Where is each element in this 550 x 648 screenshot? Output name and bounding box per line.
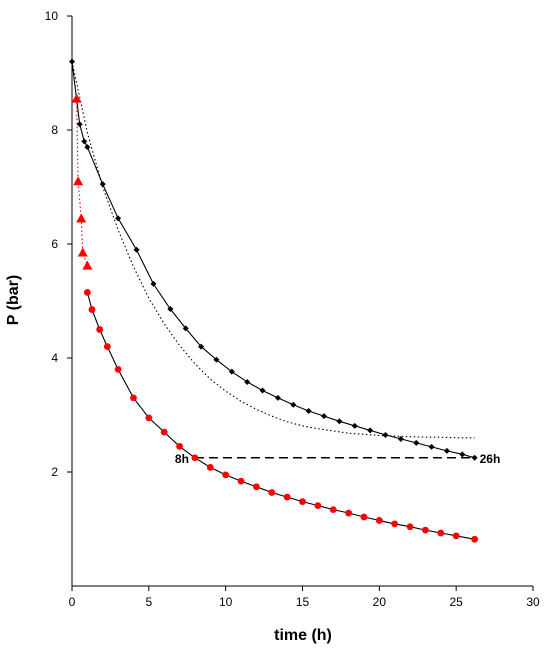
series-3-point [437,529,445,537]
y-tick-label: 2 [51,465,58,479]
series-0-point [182,325,189,332]
series-0-point [471,454,478,461]
series-3-point [283,493,291,501]
series-3-point [88,306,96,313]
series-0-point [428,443,435,450]
series-3-point [160,428,168,436]
series-0-point [198,343,205,350]
series-0-point [367,427,374,434]
series-2-point [82,260,93,270]
annotation-label: 26h [480,452,501,466]
series-3-point [391,520,399,528]
series-0-point [84,144,91,151]
series-1-line [71,61,475,439]
y-tick-label: 8 [51,123,58,137]
series-2-point [77,247,88,257]
series-0-point [274,394,281,401]
series-0-point [133,246,140,253]
series-2-point [71,93,82,103]
series-0-point [290,401,297,408]
series-0-point [228,368,235,375]
series-3-point [114,366,122,373]
x-tick-label: 25 [449,595,463,609]
series-3-point [452,532,460,540]
series-3-point [222,471,230,479]
series-0-point [167,305,174,312]
series-3-point [96,326,104,333]
series-3-point [83,289,91,296]
series-3-point [329,506,337,514]
y-tick-label: 4 [51,351,58,365]
series-0-point [321,413,328,420]
series-3-point [422,526,429,534]
series-3-point [206,464,214,471]
series-0-point [76,121,83,128]
annotation-layer: 8h 26h [175,452,500,466]
series-0-point [244,378,251,385]
series-3-point [176,442,183,450]
series-0-point [382,431,389,438]
y-axis-title: P (bar) [5,275,22,325]
series-3-point [130,394,137,402]
series-3-point [375,517,383,524]
series-0-point [150,280,157,287]
x-tick-label: 20 [373,595,387,609]
series-3-point [268,489,276,496]
x-tick-label: 10 [219,595,233,609]
series-3-point [253,483,260,491]
series-3-point [360,513,368,521]
series-0-point [397,435,404,442]
series-3-point [103,343,111,350]
series-0-point [115,215,122,222]
series-3-point [191,454,199,462]
series-0-point [81,138,88,145]
y-tick-label: 6 [51,237,58,251]
x-tick-label: 0 [69,595,76,609]
series-3-point [406,523,414,531]
x-tick-label: 30 [526,595,540,609]
series-3-point [471,535,479,543]
x-tick-label: 5 [145,595,152,609]
series-3-point [299,498,306,506]
series-2-point [73,176,84,186]
series-0-point [213,356,220,363]
series-3-point [145,414,153,422]
series-0-point [305,408,312,415]
series-0-point [459,451,466,458]
series-3-point [314,502,322,510]
series-0-point [259,387,266,394]
series-2-point [76,213,87,223]
series-0-point [351,422,358,429]
ticks: 0 5 10 15 20 25 30 2 4 6 8 10 [45,9,540,609]
y-tick-label: 10 [45,9,59,23]
annotation-label: 8h [175,452,189,466]
x-tick-label: 15 [296,595,310,609]
x-axis-title: time (h) [274,627,332,644]
series-0-point [336,418,343,425]
series-3-point [345,509,352,517]
series-3-line [86,292,475,540]
series-3-point [237,477,245,485]
series-0-point [443,447,450,454]
series-0-point [413,439,420,446]
series-layer [69,58,479,543]
